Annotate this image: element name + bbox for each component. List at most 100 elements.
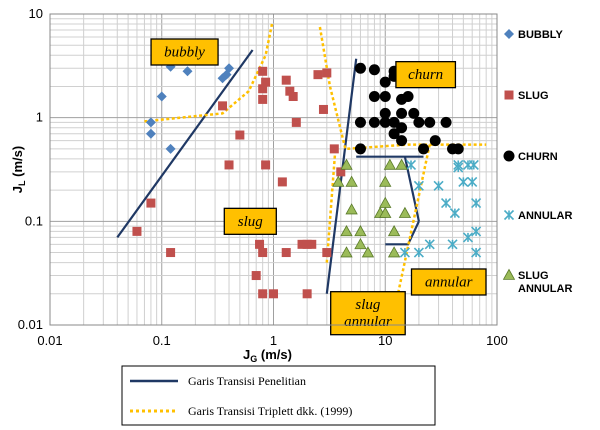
legend-label: ANNULAR — [518, 283, 572, 295]
regime-label-churn: churn — [395, 60, 457, 89]
y-tick-label: 10 — [29, 6, 43, 21]
slug-point — [322, 248, 332, 258]
regime-label-text: slug — [238, 214, 264, 230]
regime-label-box — [223, 207, 277, 235]
line-legend-label: Garis Transisi Triplett dkk. (1999) — [188, 404, 352, 418]
legend-label: BUBBLY — [518, 29, 563, 41]
slug-point — [261, 160, 271, 170]
slug-point — [318, 104, 328, 114]
slug-point — [166, 248, 176, 258]
bubbly-point — [145, 128, 156, 139]
y-tick-label: 0.01 — [18, 317, 43, 332]
regime-label-box — [330, 291, 406, 336]
slug-point — [235, 130, 245, 140]
transition-line — [396, 144, 431, 295]
annular-point — [413, 180, 424, 191]
annular-point — [405, 159, 417, 170]
legend-item-bubbly: BUBBLY — [504, 29, 563, 41]
regime-label-text: bubbly — [164, 44, 205, 60]
slug-annular-point — [340, 225, 353, 237]
regime-label-annular: annular — [410, 268, 487, 296]
churn-point — [396, 107, 408, 119]
legend-item-annular: ANNULAR — [503, 209, 572, 222]
plot-border — [49, 13, 498, 326]
annular-point — [453, 162, 464, 173]
transition-line — [385, 220, 420, 246]
x-tick-label: 0.01 — [37, 333, 62, 348]
slug-point — [281, 248, 291, 258]
transition-line — [144, 23, 274, 123]
churn-point — [368, 116, 380, 128]
slug-annular-point — [361, 246, 375, 258]
data-points — [132, 61, 482, 299]
annular-point — [462, 232, 474, 243]
x-tick-label: 1 — [270, 333, 277, 348]
churn-point — [354, 143, 366, 155]
churn-point — [418, 143, 430, 155]
slug-annular-point — [354, 238, 367, 250]
slug-point — [132, 226, 142, 236]
legend-label: CHURN — [518, 151, 558, 163]
churn-point — [452, 143, 464, 155]
regime-label-bubbly: bubbly — [150, 38, 219, 66]
churn-point — [379, 91, 391, 103]
slug-point — [251, 271, 261, 281]
slug-annular-point — [332, 175, 345, 187]
bubbly-point — [145, 117, 156, 128]
annular-point — [467, 176, 478, 187]
y-tick-label: 1 — [36, 110, 43, 125]
slug-point — [277, 177, 287, 187]
slug-point — [329, 144, 339, 154]
slug-point — [281, 75, 291, 85]
slug-point — [218, 101, 228, 111]
slug-point — [224, 160, 234, 170]
regime-label-box — [410, 268, 487, 296]
churn-point — [396, 135, 408, 147]
legend-item-slug: SLUG — [504, 90, 549, 102]
legend-item-churn: CHURN — [503, 150, 558, 163]
annular-point — [413, 247, 424, 258]
slug-point — [285, 86, 295, 96]
slug-point — [302, 289, 312, 299]
slug-point — [258, 66, 268, 76]
legend-label: SLUG — [518, 90, 549, 102]
slug-annular-point — [354, 225, 367, 237]
slug-annular-point — [387, 246, 401, 258]
churn-point — [396, 122, 408, 134]
bubbly-point — [156, 91, 167, 102]
legend-marker — [504, 29, 514, 39]
x-axis-label: JG (m/s) — [243, 347, 292, 364]
annular-point — [458, 176, 469, 187]
legend-label: ANNULAR — [518, 210, 572, 222]
slug-point — [261, 77, 271, 87]
line-legend-item: Garis Transisi Penelitian — [130, 374, 306, 388]
churn-point — [379, 76, 391, 88]
slug-point — [307, 239, 317, 249]
line-legend-box — [121, 365, 436, 426]
regime-label-text: slug — [355, 297, 381, 313]
churn-point — [379, 116, 391, 128]
transition-line — [318, 26, 487, 151]
annular-point — [447, 239, 458, 250]
churn-point — [413, 116, 425, 128]
x-tick-label: 10 — [378, 333, 392, 348]
slug-annular-point — [395, 158, 408, 170]
line-legend: Garis Transisi Penelitian Garis Transisi … — [121, 365, 436, 426]
regime-label-slug: slug — [223, 207, 277, 235]
churn-point — [408, 107, 420, 119]
bubbly-point — [182, 66, 193, 77]
churn-point — [388, 128, 400, 140]
churn-point — [354, 62, 366, 74]
regime-label-box — [150, 38, 219, 66]
slug-annular-point — [345, 175, 358, 187]
slug-point — [258, 94, 268, 104]
churn-point — [354, 116, 366, 128]
slug-point — [291, 117, 301, 127]
annular-point — [424, 239, 435, 250]
slug-point — [313, 70, 323, 80]
slug-point — [146, 198, 156, 208]
legend-label: SLUG — [518, 270, 549, 282]
